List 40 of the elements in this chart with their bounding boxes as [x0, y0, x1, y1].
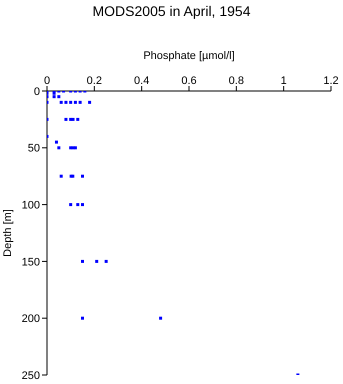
x-tick-label: 1 — [280, 75, 287, 87]
point — [81, 203, 84, 206]
point — [57, 146, 60, 150]
point — [60, 174, 63, 178]
point — [57, 95, 60, 98]
chart-title: MODS2005 in April, 1954 — [92, 3, 252, 19]
x-tick-label: 0.2 — [86, 75, 102, 87]
x-tick-label: 1.2 — [323, 75, 339, 87]
point — [69, 203, 72, 206]
x-tick-label: 0 — [44, 75, 50, 87]
point — [60, 100, 63, 104]
point — [52, 92, 56, 95]
point — [81, 174, 84, 178]
point — [54, 140, 58, 144]
y-tick-label: 200 — [22, 313, 40, 326]
point — [104, 260, 108, 263]
point — [64, 118, 68, 121]
x-axis-title: Phosphate [µmol/l] — [143, 50, 235, 62]
point — [74, 100, 77, 104]
y-tick-label: 50 — [28, 142, 40, 155]
y-tick-label: 100 — [22, 200, 40, 212]
point — [81, 316, 84, 320]
x-tick-label: 0.4 — [134, 75, 150, 87]
point — [76, 203, 80, 206]
point — [69, 100, 72, 104]
y-tick-label: 150 — [22, 256, 40, 268]
y-tick-label: 250 — [22, 370, 40, 382]
point — [78, 100, 82, 104]
point — [52, 95, 56, 98]
point — [95, 260, 98, 263]
point — [64, 100, 68, 104]
x-tick-label: 0.6 — [181, 75, 197, 87]
y-tick-label: 0 — [34, 86, 40, 98]
y-axis-title: Depth [m] — [2, 209, 14, 257]
point — [88, 100, 92, 104]
point — [72, 118, 75, 121]
point — [76, 118, 80, 121]
point — [81, 260, 84, 263]
x-tick-label: 0.8 — [228, 75, 244, 87]
point — [159, 316, 162, 320]
